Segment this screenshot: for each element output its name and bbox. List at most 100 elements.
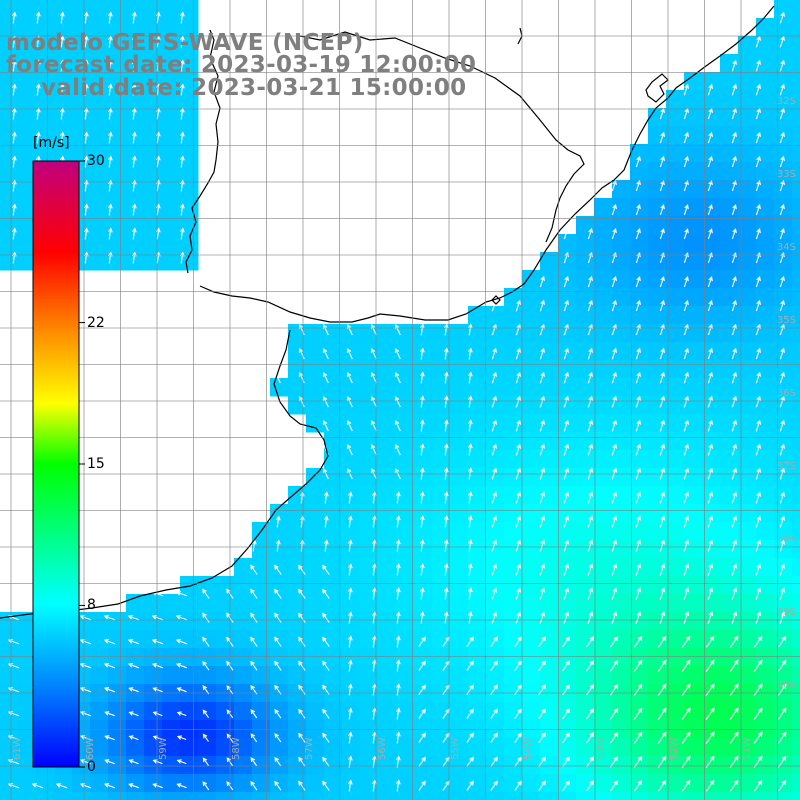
field-cell xyxy=(324,558,343,577)
field-cell xyxy=(432,756,451,775)
field-cell xyxy=(756,414,775,433)
field-cell xyxy=(0,756,19,775)
wind-arrow xyxy=(611,563,618,576)
field-cell xyxy=(648,702,667,721)
wind-arrow xyxy=(514,756,522,767)
field-cell xyxy=(648,486,667,505)
wind-arrow xyxy=(250,757,258,767)
field-cell xyxy=(792,0,800,19)
field-cell xyxy=(108,162,127,181)
wind-arrow xyxy=(491,515,498,528)
field-cell xyxy=(90,90,109,109)
field-cell xyxy=(630,648,649,667)
field-cell xyxy=(126,630,145,649)
field-cell xyxy=(756,648,775,667)
field-cell xyxy=(342,756,361,775)
field-cell xyxy=(738,576,757,595)
field-cell xyxy=(378,450,397,469)
field-cell xyxy=(630,288,649,307)
wind-arrow xyxy=(59,11,65,24)
latitude-label: 40S xyxy=(777,680,796,691)
field-cell xyxy=(504,594,523,613)
field-cell xyxy=(720,378,739,397)
field-cell xyxy=(378,522,397,541)
field-cell xyxy=(108,234,127,253)
field-cell xyxy=(756,756,775,775)
field-cell xyxy=(414,558,433,577)
wind-arrow xyxy=(467,611,473,624)
field-cell xyxy=(540,504,559,523)
wind-arrow xyxy=(538,732,546,744)
field-cell xyxy=(756,18,775,37)
field-cell xyxy=(270,558,289,577)
field-cell xyxy=(162,36,181,55)
field-cell xyxy=(720,432,739,451)
wind-arrow xyxy=(103,638,116,645)
field-cell xyxy=(666,630,685,649)
field-cell xyxy=(324,486,343,505)
field-cell xyxy=(612,702,631,721)
field-cell xyxy=(108,252,127,271)
field-cell xyxy=(90,702,109,721)
field-cell xyxy=(90,630,109,649)
wind-arrow xyxy=(755,587,762,600)
field-cell xyxy=(522,342,541,361)
field-cell xyxy=(18,630,37,649)
wind-arrow xyxy=(635,395,642,408)
field-cell xyxy=(486,756,505,775)
wind-arrow xyxy=(755,515,762,528)
wind-arrow xyxy=(419,587,425,600)
field-cell xyxy=(486,432,505,451)
wind-arrow xyxy=(563,587,570,600)
wind-arrow xyxy=(683,586,690,601)
wind-arrow xyxy=(563,395,570,408)
field-cell xyxy=(396,522,415,541)
wind-arrow xyxy=(515,395,522,408)
wind-arrow xyxy=(467,323,473,336)
title-valid-date: valid date: 2023-03-21 15:00:00 xyxy=(41,75,467,101)
wind-arrow xyxy=(107,155,113,168)
field-cell xyxy=(558,540,577,559)
wind-arrow xyxy=(128,783,139,789)
field-cell xyxy=(108,126,127,145)
field-cell xyxy=(18,648,37,667)
field-cell xyxy=(270,576,289,595)
field-cell xyxy=(504,774,523,793)
field-cell xyxy=(126,774,145,793)
wind-arrow xyxy=(707,204,713,215)
field-cell xyxy=(576,702,595,721)
field-cell xyxy=(702,252,721,271)
field-cell xyxy=(180,576,199,595)
field-cell xyxy=(486,324,505,343)
field-cell xyxy=(486,666,505,685)
coastline-argentina xyxy=(0,329,329,619)
field-cell xyxy=(180,594,199,613)
field-cell xyxy=(396,756,415,775)
field-cell xyxy=(36,0,55,19)
field-cell xyxy=(648,504,667,523)
field-cell xyxy=(774,504,793,523)
wind-arrow xyxy=(176,663,188,669)
wind-arrow xyxy=(274,588,282,599)
field-cell xyxy=(756,306,775,325)
wind-arrow xyxy=(347,731,353,744)
wind-arrow xyxy=(275,515,281,528)
field-cell xyxy=(486,738,505,757)
wind-arrow xyxy=(779,228,785,240)
wind-arrow xyxy=(683,610,690,625)
wind-arrow xyxy=(274,780,282,791)
wind-arrow xyxy=(35,83,41,96)
field-cell xyxy=(720,756,739,775)
field-cell xyxy=(162,72,181,91)
field-cell xyxy=(360,792,379,800)
wind-arrow xyxy=(202,660,210,671)
field-cell xyxy=(234,666,253,685)
field-cell xyxy=(702,648,721,667)
field-cell xyxy=(792,594,800,613)
field-cell xyxy=(54,792,73,800)
wind-arrow xyxy=(347,707,353,720)
field-cell xyxy=(648,774,667,793)
field-cell xyxy=(540,432,559,451)
field-cell xyxy=(504,306,523,325)
wind-arrow xyxy=(152,759,163,765)
